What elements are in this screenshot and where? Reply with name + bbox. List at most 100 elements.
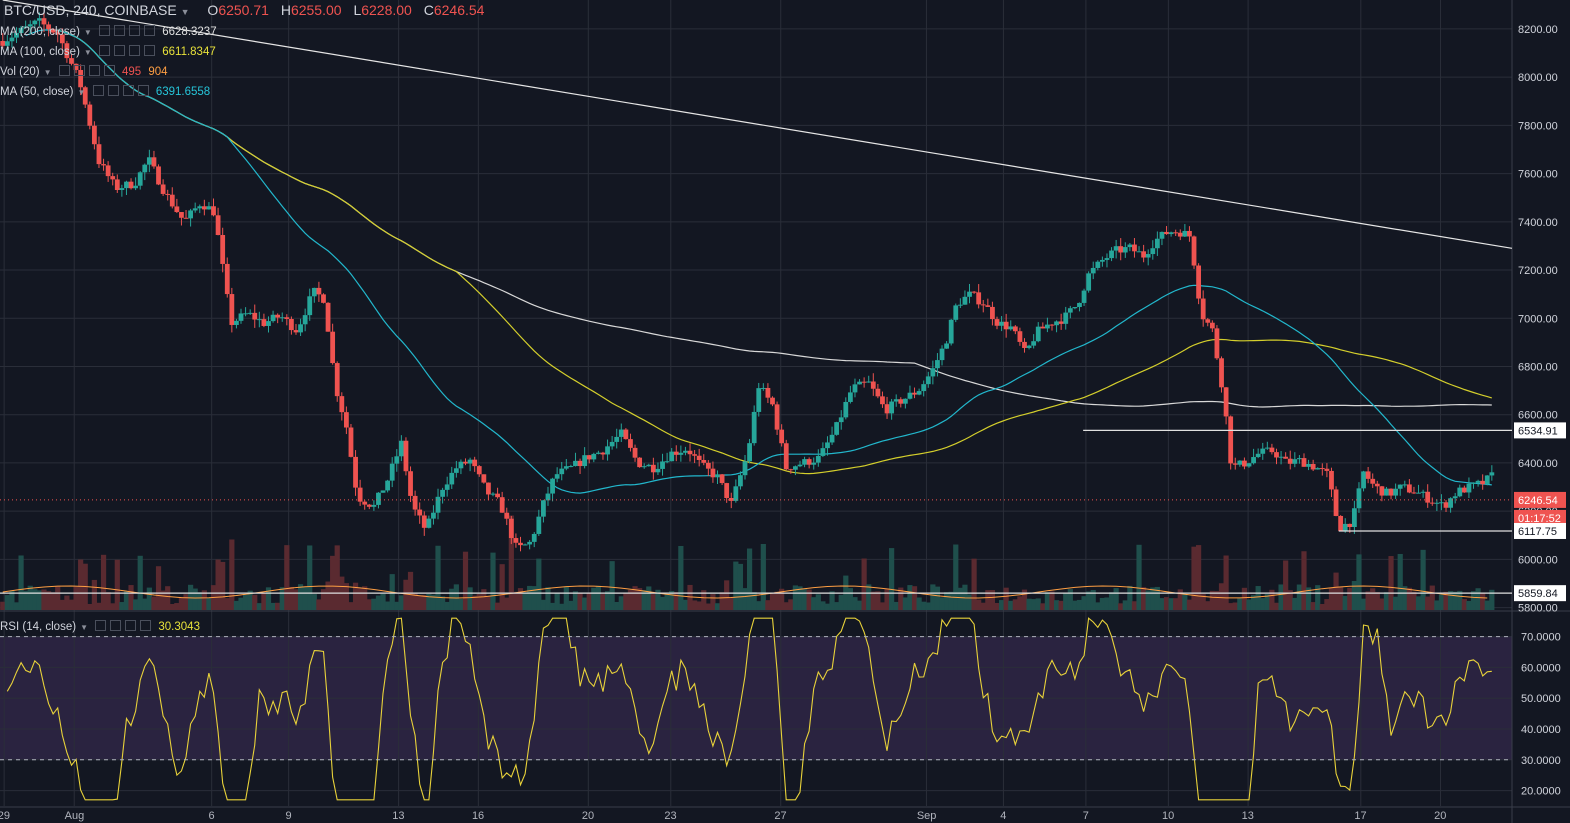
candle-body — [921, 384, 927, 392]
close-icon[interactable] — [137, 85, 149, 96]
candle-body — [1466, 483, 1472, 493]
legend-volume[interactable]: Vol (20) ▼ 495 904 — [0, 65, 172, 78]
candle-body — [614, 436, 620, 442]
legend-volume-label: Vol (20) — [0, 66, 40, 78]
volume-bar — [687, 584, 693, 610]
candle-body — [774, 404, 780, 430]
volume-bar — [96, 602, 102, 610]
volume-bar — [4, 595, 10, 610]
candle-body — [440, 489, 446, 497]
volume-bar — [27, 585, 33, 610]
plus-icon[interactable] — [129, 25, 141, 36]
candle-body — [641, 466, 647, 468]
candle-body — [55, 32, 61, 35]
symbol-title[interactable]: BTC/USD, 240, COINBASE — [4, 2, 177, 18]
time-tick-label: 16 — [472, 810, 484, 822]
open-label: O — [207, 2, 219, 18]
volume-bar — [1397, 553, 1403, 610]
close-icon[interactable] — [140, 620, 152, 631]
gear-icon[interactable] — [107, 85, 119, 96]
caret-down-icon[interactable]: ▼ — [83, 28, 92, 37]
volume-bar — [618, 596, 624, 610]
price-tag-box — [1514, 522, 1566, 539]
close-icon[interactable] — [144, 45, 156, 56]
candle-body — [563, 466, 569, 469]
legend-rsi[interactable]: RSI (14, close) ▼ 30.3043 — [0, 620, 204, 633]
candle-body — [1260, 448, 1266, 454]
candle-body — [385, 480, 391, 491]
close-icon[interactable] — [144, 25, 156, 36]
volume-bar — [769, 592, 776, 610]
legend-ma100[interactable]: MA (100, close) ▼ 6611.8347 — [0, 45, 220, 58]
candle-body — [1434, 502, 1440, 504]
volume-bar — [78, 559, 84, 610]
settings-icon[interactable] — [99, 25, 111, 36]
close-icon[interactable] — [103, 65, 115, 76]
volume-bar — [595, 585, 601, 610]
volume-bar — [215, 559, 221, 610]
caret-down-icon[interactable]: ▼ — [43, 68, 52, 77]
gear-icon[interactable] — [110, 620, 122, 631]
candle-body — [307, 296, 313, 316]
time-tick-label: 9 — [285, 810, 291, 822]
volume-bar — [426, 594, 432, 610]
volume-bar — [398, 595, 404, 610]
candle-body — [1338, 515, 1344, 532]
volume-bar — [1003, 587, 1009, 610]
candle-body — [174, 206, 180, 213]
settings-icon[interactable] — [92, 85, 104, 96]
gear-icon[interactable] — [114, 25, 126, 36]
candle-body — [815, 455, 821, 463]
caret-down-icon[interactable]: ▼ — [83, 48, 92, 57]
legend-ma200[interactable]: MA (200, close) ▼ 6628.3237 — [0, 25, 221, 38]
candle-body — [69, 58, 74, 64]
candle-body — [1475, 480, 1481, 483]
candle-body — [1058, 321, 1064, 324]
candle-body — [220, 235, 226, 264]
volume-bar — [343, 583, 349, 610]
price-tag-box — [1514, 585, 1566, 602]
volume-bar — [637, 588, 643, 610]
plus-icon[interactable] — [129, 45, 141, 56]
caret-down-icon[interactable]: ▼ — [77, 88, 86, 97]
candle-body — [192, 208, 198, 211]
volume-bar — [178, 596, 185, 610]
volume-bar — [1035, 598, 1041, 610]
plus-icon[interactable] — [122, 85, 134, 96]
caret-down-icon[interactable]: ▼ — [180, 7, 190, 17]
candle-body — [573, 460, 578, 467]
volume-bar — [23, 590, 29, 610]
volume-bar — [1012, 599, 1018, 610]
volume-bar — [760, 544, 766, 610]
candle-body — [1159, 231, 1165, 239]
caret-down-icon[interactable]: ▼ — [80, 623, 88, 632]
candle-body — [311, 287, 317, 297]
gear-icon[interactable] — [114, 45, 126, 56]
volume-bar — [1470, 591, 1477, 610]
candle-body — [1480, 480, 1486, 485]
price-tick-label: 7800.00 — [1518, 120, 1558, 132]
gear-icon[interactable] — [73, 65, 85, 76]
volume-bar — [614, 601, 620, 610]
plus-icon[interactable] — [88, 65, 100, 76]
candle-body — [101, 164, 106, 166]
legend-ma50[interactable]: MA (50, close) ▼ 6391.6558 — [0, 85, 214, 98]
candle-body — [1205, 319, 1211, 323]
candle-body — [980, 304, 986, 306]
volume-bar — [169, 603, 175, 610]
candle-body — [343, 412, 349, 428]
candle-body — [357, 487, 363, 502]
volume-bar — [815, 594, 821, 610]
volume-bar — [288, 586, 295, 610]
settings-icon[interactable] — [95, 620, 107, 631]
candle-body — [1232, 463, 1238, 465]
candle-body — [582, 455, 588, 467]
plus-icon[interactable] — [125, 620, 137, 631]
candle-body — [1365, 471, 1371, 479]
volume-bar — [352, 582, 359, 610]
settings-icon[interactable] — [58, 65, 70, 76]
candle-body — [609, 441, 615, 447]
legend-ma50-label: MA (50, close) — [0, 86, 74, 98]
settings-icon[interactable] — [99, 45, 111, 56]
